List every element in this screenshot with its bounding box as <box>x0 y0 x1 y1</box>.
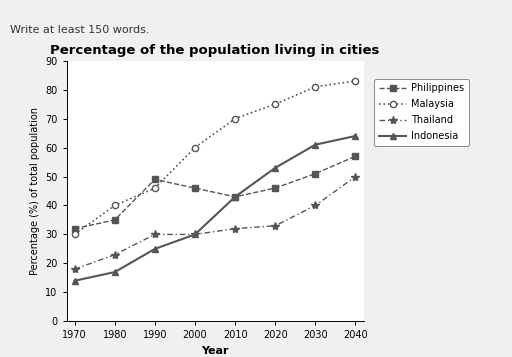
X-axis label: Year: Year <box>201 346 229 356</box>
Line: Thailand: Thailand <box>71 172 359 273</box>
Indonesia <box>272 166 279 170</box>
Malaysia <box>272 102 279 106</box>
Y-axis label: Percentage (%) of total population: Percentage (%) of total population <box>30 107 39 275</box>
Thailand <box>112 252 118 257</box>
Philippines <box>352 154 358 159</box>
Philippines <box>272 186 279 190</box>
Malaysia <box>232 116 238 121</box>
Thailand <box>152 232 158 237</box>
Philippines <box>312 171 318 176</box>
Title: Percentage of the population living in cities: Percentage of the population living in c… <box>50 44 380 57</box>
Malaysia <box>152 186 158 190</box>
Legend: Philippines, Malaysia, Thailand, Indonesia: Philippines, Malaysia, Thailand, Indones… <box>374 79 470 146</box>
Philippines <box>112 218 118 222</box>
Indonesia <box>232 195 238 199</box>
Text: Write at least 150 words.: Write at least 150 words. <box>10 25 150 35</box>
Thailand <box>312 203 318 208</box>
Thailand <box>272 223 279 228</box>
Philippines <box>192 186 198 190</box>
Indonesia <box>192 232 198 237</box>
Line: Indonesia: Indonesia <box>72 133 358 284</box>
Philippines <box>232 195 238 199</box>
Indonesia <box>152 247 158 251</box>
Indonesia <box>352 134 358 138</box>
Thailand <box>232 226 238 231</box>
Thailand <box>192 232 198 237</box>
Line: Philippines: Philippines <box>72 154 358 231</box>
Malaysia <box>352 79 358 83</box>
Thailand <box>352 174 358 178</box>
Indonesia <box>112 270 118 274</box>
Line: Malaysia: Malaysia <box>72 78 358 237</box>
Indonesia <box>312 142 318 147</box>
Malaysia <box>312 85 318 89</box>
Philippines <box>152 177 158 182</box>
Indonesia <box>72 278 78 283</box>
Thailand <box>72 267 78 271</box>
Malaysia <box>72 232 78 237</box>
Malaysia <box>192 145 198 150</box>
Malaysia <box>112 203 118 208</box>
Philippines <box>72 226 78 231</box>
